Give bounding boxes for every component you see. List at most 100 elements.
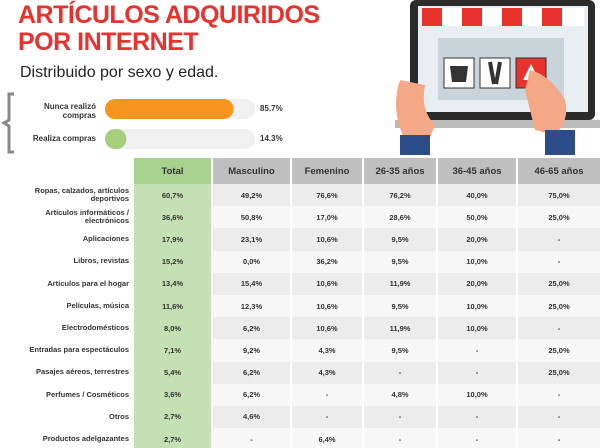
- cell: -: [518, 428, 600, 448]
- cell: 13,4%: [134, 272, 211, 295]
- row-label: Aplicaciones: [0, 228, 132, 251]
- table-row: Pasajes aéreos, terrestres 5,4% 6,2% 4,3% - -…: [0, 361, 600, 384]
- corner: [0, 158, 132, 184]
- table-row: Películas, música 11,6% 12,3% 10,6% 9,5% 10,0…: [0, 294, 600, 318]
- table-row: Artículos informáticos / electrónicos 36,…: [0, 206, 600, 229]
- column-header: Total: [134, 158, 211, 184]
- cell: 10,6%: [292, 228, 362, 251]
- cell: 36,2%: [292, 250, 362, 273]
- cell: 9,2%: [213, 339, 290, 362]
- cell: 3,6%: [134, 383, 211, 406]
- cell: 4,3%: [292, 361, 362, 384]
- cell: 15,2%: [134, 250, 211, 273]
- cell: 23,1%: [213, 228, 290, 251]
- row-label: Otros: [0, 405, 132, 429]
- cell: 20,0%: [438, 272, 516, 295]
- cell: 50,8%: [213, 206, 290, 229]
- cell: 5,4%: [134, 361, 211, 384]
- bar-track: [105, 129, 255, 149]
- subtitle: Distribuido por sexo y edad.: [20, 64, 219, 81]
- bar: [105, 99, 234, 119]
- cell: 10,0%: [438, 383, 516, 406]
- row-label: Libros, revistas: [0, 250, 132, 273]
- cell: 25,0%: [518, 294, 600, 318]
- category-label: Nunca realizó compras: [44, 102, 97, 120]
- table-row: Electrodomésticos 8,0% 6,2% 10,6% 11,9% 10,0%…: [0, 317, 600, 340]
- cell: 76,6%: [292, 184, 362, 207]
- cell: 40,0%: [438, 184, 516, 207]
- table-row: Ropas, calzados, artículos deportivos 60,…: [0, 184, 600, 207]
- cell: 2,7%: [134, 428, 211, 448]
- cell: -: [518, 250, 600, 273]
- cell: -: [213, 428, 290, 448]
- cell: 6,4%: [292, 428, 362, 448]
- cell: -: [438, 361, 516, 384]
- row-label: Perfumes / Cosméticos: [0, 383, 132, 406]
- cell: 20,0%: [438, 228, 516, 251]
- bracket: [1, 92, 14, 154]
- cell: -: [518, 383, 600, 406]
- cell: 0,0%: [213, 250, 290, 273]
- cell: 8,0%: [134, 317, 211, 340]
- table-row: Entradas para espectáculos 7,1% 9,2% 4,3% 9,…: [0, 339, 600, 362]
- cell: 10,6%: [292, 272, 362, 295]
- row-label: Artículos informáticos / electrónicos: [0, 206, 132, 229]
- row-label: Ropas, calzados, artículos deportivos: [0, 184, 132, 207]
- cell: -: [438, 339, 516, 362]
- cell: 4,8%: [364, 383, 436, 406]
- title: ARTÍCULOS ADQUIRIDOS POR INTERNET: [18, 2, 320, 56]
- cell: -: [518, 405, 600, 429]
- cell: 76,2%: [364, 184, 436, 207]
- table-row: Artículos para el hogar 13,4% 15,4% 10,6% 11…: [0, 272, 600, 295]
- label-line: Nunca realizó: [44, 102, 96, 111]
- table-row: Aplicaciones 17,9% 23,1% 10,6% 9,5% 20,0% -: [0, 228, 600, 251]
- cell: 4,3%: [292, 339, 362, 362]
- cell: 10,6%: [292, 317, 362, 340]
- cell: 9,5%: [364, 294, 436, 318]
- cell: 75,0%: [518, 184, 600, 207]
- cell: -: [438, 405, 516, 429]
- column-header: Femenino: [292, 158, 362, 184]
- table-row: Perfumes / Cosméticos 3,6% 6,2% -4,8% 10,0% -: [0, 383, 600, 406]
- table-row: Libros, revistas 15,2% 0,0% 36,2% 9,5% 10,0% -: [0, 250, 600, 273]
- cell: 11,9%: [364, 317, 436, 340]
- row-label: Artículos para el hogar: [0, 272, 132, 295]
- cell: -: [364, 361, 436, 384]
- row-label: Electrodomésticos: [0, 317, 132, 340]
- cell: 11,9%: [364, 272, 436, 295]
- cell: 2,7%: [134, 405, 211, 429]
- cell: 60,7%: [134, 184, 211, 207]
- cell: -: [292, 405, 362, 429]
- cell: -: [518, 317, 600, 340]
- cell: 25,0%: [518, 206, 600, 229]
- cell: 6,2%: [213, 361, 290, 384]
- cell: 12,3%: [213, 294, 290, 318]
- cell: 17,0%: [292, 206, 362, 229]
- table: Total Masculino Femenino 26-35 años 36-45 añ…: [0, 158, 600, 448]
- title-line: POR INTERNET: [18, 28, 199, 56]
- column-header: 36-45 años: [438, 158, 516, 184]
- illustration: [395, 0, 600, 155]
- cell: -: [364, 405, 436, 429]
- column-header: Masculino: [213, 158, 290, 184]
- cell: -: [518, 228, 600, 251]
- cell: 25,0%: [518, 272, 600, 295]
- table-row: Otros 2,7% 4,6% - - - -: [0, 405, 600, 429]
- cell: 25,0%: [518, 361, 600, 384]
- cell: 36,6%: [134, 206, 211, 229]
- cell: 6,2%: [213, 317, 290, 340]
- value-label: 85.7%: [260, 104, 283, 113]
- cell: 17,9%: [134, 228, 211, 251]
- cell: 10,0%: [438, 250, 516, 273]
- cell: 25,0%: [518, 339, 600, 362]
- cell: 9,5%: [364, 228, 436, 251]
- cell: 9,5%: [364, 339, 436, 362]
- bar: [105, 129, 127, 149]
- cell: 10,0%: [438, 317, 516, 340]
- cell: 50,0%: [438, 206, 516, 229]
- row-label: Pasajes aéreos, terrestres: [0, 361, 132, 384]
- column-header: 26-35 años: [364, 158, 436, 184]
- cell: -: [438, 428, 516, 448]
- cell: 6,2%: [213, 383, 290, 406]
